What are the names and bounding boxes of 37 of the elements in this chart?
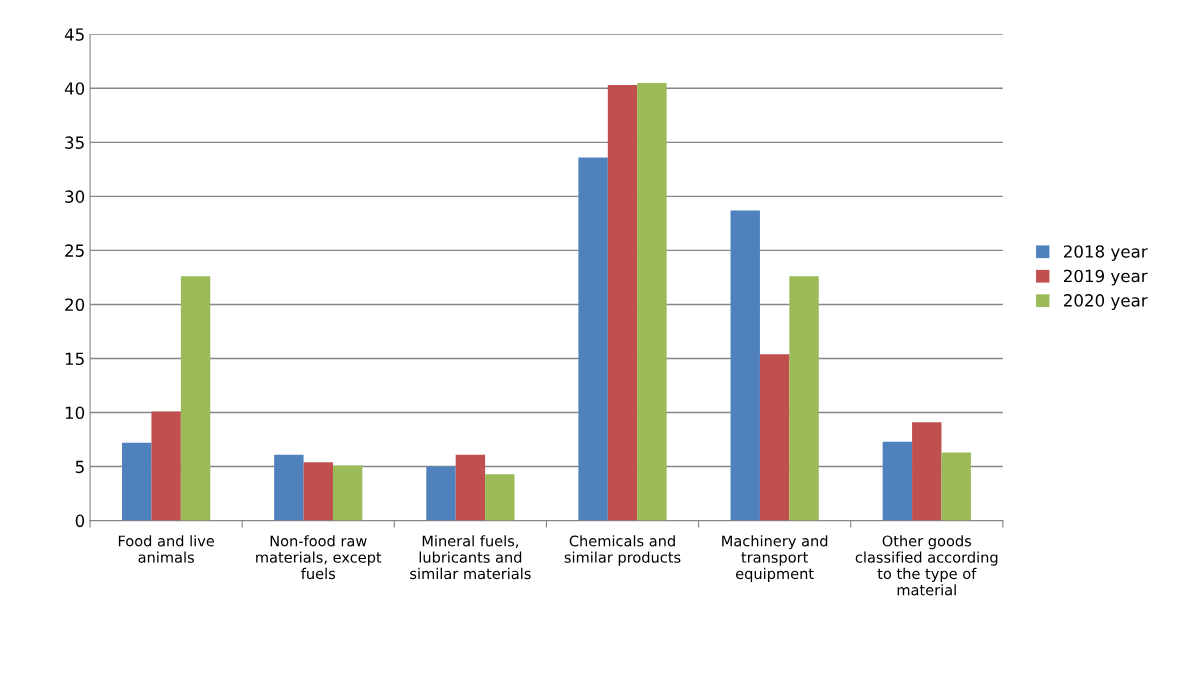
- legend-label: 2018 year: [1063, 245, 1148, 262]
- y-tick-label: 20: [65, 298, 85, 312]
- y-tick-label: 25: [65, 244, 84, 257]
- y-tick-label: 15: [65, 352, 84, 366]
- y-tick-label: 45: [64, 28, 84, 41]
- bar: [455, 454, 486, 521]
- x-tick-label: Non-food raw materials, except fuels: [256, 535, 382, 580]
- bar: [485, 474, 515, 521]
- bar: [303, 462, 333, 521]
- bar: [274, 454, 304, 521]
- bar: [607, 85, 638, 521]
- y-tick-label: 40: [64, 82, 85, 95]
- x-tick-label: Machinery and transport equipment: [722, 535, 828, 582]
- bar: [637, 82, 667, 521]
- y-tick-label: 5: [75, 460, 84, 474]
- bar: [759, 354, 790, 521]
- bar: [730, 210, 760, 521]
- legend-label: 2020 year: [1063, 294, 1148, 310]
- x-tick-label: Food and live animals: [118, 535, 215, 563]
- bar: [789, 276, 819, 521]
- bar: [122, 442, 152, 521]
- bar: [578, 157, 608, 521]
- x-tick-label: Other goods classified according to the type of material: [855, 535, 998, 596]
- x-tick-label: Mineral fuels, lubricants and similar materials: [410, 535, 531, 580]
- bar: [941, 452, 971, 521]
- y-tick-label: 30: [65, 190, 85, 203]
- x-tick-label: Chemicals and similar products: [564, 535, 681, 566]
- y-tick-label: 10: [65, 406, 85, 420]
- y-tick-label: 0: [75, 514, 85, 528]
- bar: [180, 276, 211, 521]
- bar: [426, 466, 456, 521]
- bar: [882, 441, 913, 521]
- bar: [912, 422, 942, 521]
- bar: [151, 411, 181, 521]
- legend-label: 2019 year: [1063, 269, 1148, 286]
- bar: [332, 465, 363, 521]
- y-tick-label: 35: [65, 136, 84, 149]
